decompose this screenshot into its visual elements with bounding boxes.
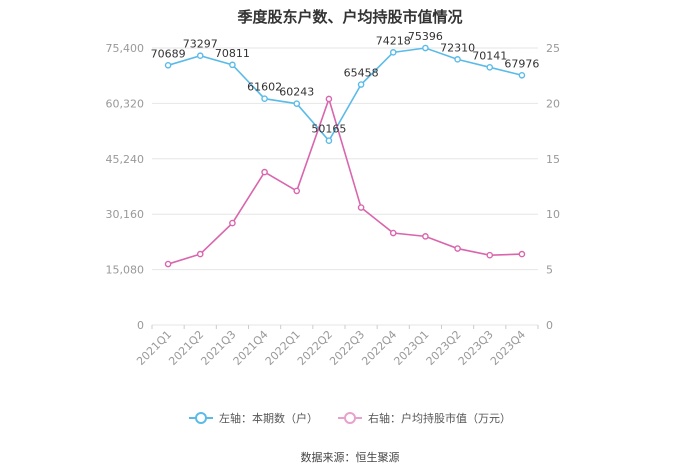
right-series-point [325, 95, 333, 103]
right-series-point [229, 219, 236, 227]
data-label: 75396 [408, 30, 443, 43]
chart-title: 季度股东户数、户均持股市值情况 [237, 8, 463, 26]
right-series-point [422, 233, 429, 240]
data-label: 74218 [376, 34, 411, 47]
legend-item-right-series[interactable]: 右轴：户均持股市值（万元） [338, 410, 511, 426]
data-label: 70141 [472, 49, 507, 62]
left-y-axis: 0 15,080 30,160 45,240 60,320 75,400 [106, 42, 145, 332]
left-series-point [422, 44, 429, 52]
right-tick-label: 15 [546, 153, 560, 166]
right-series-point [357, 204, 365, 211]
right-series-point [518, 250, 526, 258]
data-label: 70811 [215, 47, 250, 60]
data-label: 50165 [311, 123, 346, 136]
right-series-point [261, 168, 268, 176]
right-series-point [389, 229, 397, 237]
left-series-point [389, 49, 397, 56]
left-series-point [229, 61, 236, 69]
left-tick-label: 45,240 [106, 153, 145, 166]
left-tick-label: 15,080 [106, 264, 145, 277]
right-tick-label: 10 [546, 208, 560, 221]
legend-marker-left-icon [189, 412, 213, 424]
right-series-point [196, 250, 204, 258]
left-tick-label: 0 [137, 319, 144, 332]
series-lines [164, 44, 526, 268]
legend-label-right: 右轴：户均持股市值（万元） [368, 412, 511, 425]
x-tick-label: 2023Q4 [488, 328, 528, 368]
left-series-point [454, 56, 461, 63]
left-series-point [293, 100, 301, 107]
x-axis: 2021Q12021Q22021Q32021Q42022Q12022Q22022… [134, 325, 539, 368]
right-tick-label: 20 [546, 97, 560, 110]
data-label: 73297 [183, 38, 218, 51]
grid-lines [152, 47, 538, 326]
legend: 左轴：本期数（户） 右轴：户均持股市值（万元） [0, 410, 700, 426]
legend-label-left: 左轴：本期数（户） [219, 412, 318, 425]
left-tick-label: 75,400 [106, 42, 145, 55]
right-tick-label: 0 [546, 319, 553, 332]
left-series-point [518, 71, 526, 79]
data-label: 70689 [151, 47, 186, 60]
legend-item-left-series[interactable]: 左轴：本期数（户） [189, 410, 318, 426]
left-series-point [357, 81, 365, 88]
left-series-point [164, 62, 172, 69]
right-tick-label: 5 [546, 264, 553, 277]
right-series-point [293, 187, 301, 195]
right-series-line [167, 96, 522, 265]
left-tick-label: 30,160 [106, 208, 145, 221]
right-tick-label: 25 [546, 42, 560, 55]
left-series-point [486, 64, 494, 71]
left-series-point [261, 95, 268, 102]
data-label: 72310 [440, 41, 475, 54]
right-series-point [486, 251, 494, 259]
data-source: 数据来源：恒生聚源 [300, 451, 400, 464]
data-label: 65458 [344, 67, 379, 80]
right-series-point [164, 260, 172, 268]
right-y-axis: 0 5 10 15 20 25 [546, 42, 560, 332]
left-series-point [196, 52, 204, 60]
left-tick-label: 60,320 [106, 97, 145, 110]
right-series-point [454, 245, 461, 252]
data-label: 67976 [504, 57, 539, 70]
data-label: 60243 [279, 86, 314, 99]
legend-marker-right-icon [338, 412, 362, 424]
data-label: 61602 [247, 81, 282, 94]
left-series-line [167, 47, 523, 143]
left-series-point [325, 137, 333, 145]
